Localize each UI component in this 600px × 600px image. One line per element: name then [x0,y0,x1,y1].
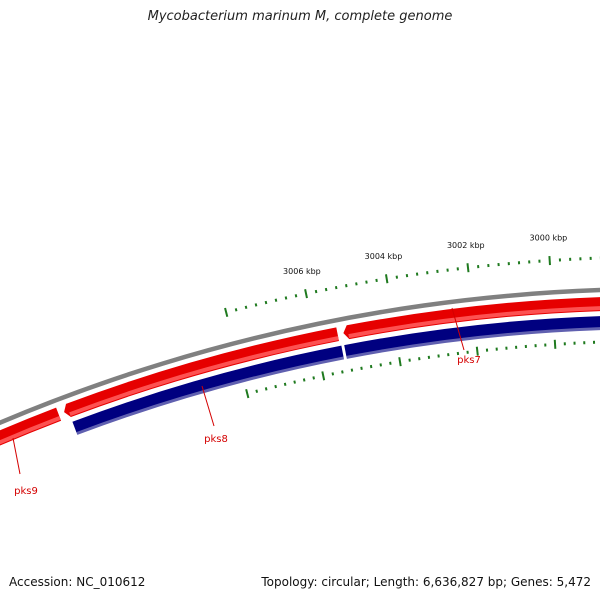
gene-label-pks7[interactable]: pks7 [457,355,481,366]
inner-minor-tick [283,382,287,386]
inner-major-tick [553,339,557,349]
gene-label-pks8[interactable]: pks8 [204,434,228,445]
outer-major-tick [548,255,551,266]
inner-major-tick [475,346,479,356]
inner-minor-tick [341,370,344,374]
outer-minor-tick [234,308,238,312]
genome-summary-text: Topology: circular; Length: 6,636,827 bp… [261,575,591,589]
outer-major-tick [466,263,470,273]
inner-minor-tick [255,389,259,393]
outer-minor-tick [254,303,258,307]
gene-label-pks9[interactable]: pks9 [14,486,38,497]
forward-gene-pks9 [0,407,62,446]
inner-minor-tick [312,376,315,380]
outer-minor-tick [284,296,288,300]
inner-minor-tick [274,384,277,389]
forward-gene-body [0,407,62,446]
inner-major-tick [245,389,250,399]
scale-label: 3002 kbp [447,241,485,250]
outer-minor-tick [264,300,268,305]
outer-major-tick [304,289,308,299]
outer-minor-tick [324,287,328,292]
outer-minor-tick [334,285,338,290]
inner-major-tick [398,357,402,367]
gene-label-leader-pks7 [451,307,465,351]
reverse-gene-pks8 [72,345,345,435]
inner-minor-tick [331,372,335,376]
gene-label-leader-pks8 [201,385,215,427]
forward-gene-pks8-partner [64,327,339,417]
forward-gene-highlight [69,336,339,417]
outer-major-tick [224,307,229,317]
outer-minor-tick [314,289,318,294]
inner-minor-tick [293,380,296,384]
accession-text: Accession: NC_010612 [9,575,146,589]
outer-minor-tick [355,282,358,286]
genome-backbone [0,287,600,426]
outer-minor-tick [294,294,298,298]
inner-minor-tick [369,364,373,369]
forward-gene-highlight [0,416,61,445]
inner-minor-tick [264,387,268,391]
inner-major-tick [321,371,326,381]
inner-minor-tick [360,366,363,370]
reverse-gene-body [344,316,600,357]
scale-label: 3004 kbp [365,252,403,261]
inner-minor-tick [302,378,306,382]
outer-minor-tick [365,280,368,284]
gene-label-leader-pks9 [12,437,21,475]
scale-label: 3000 kbp [530,234,568,243]
reverse-gene-edge [346,327,600,359]
outer-major-tick [385,274,389,284]
outer-minor-tick [274,298,278,302]
reverse-gene-edge [76,356,345,435]
forward-gene-pks7 [343,297,600,340]
inner-minor-tick [379,363,382,367]
forward-gene-highlight [348,306,600,339]
map-title: Mycobacterium marinum M, complete genome [147,9,453,24]
outer-minor-tick [345,284,348,288]
outer-minor-tick [244,305,248,310]
reverse-gene-pks7-partner [344,316,600,359]
scale-label: 3006 kbp [283,267,321,276]
inner-minor-tick [350,368,354,372]
